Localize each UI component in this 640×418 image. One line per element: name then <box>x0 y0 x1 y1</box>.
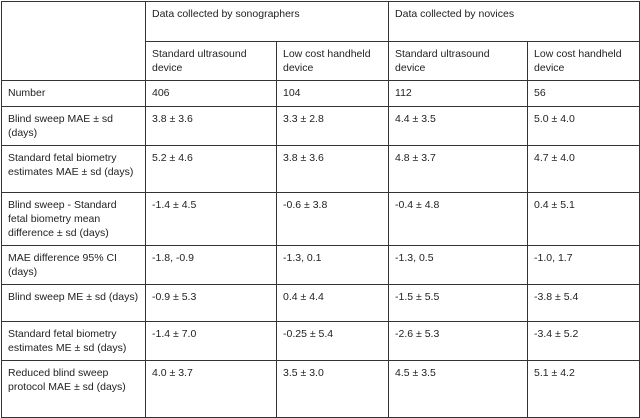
row-label: MAE difference 95% CI (days) <box>1 245 146 285</box>
table-row: Number 406 104 112 56 <box>1 80 640 107</box>
table-cell: -1.5 ± 5.5 <box>388 284 529 322</box>
corner-cell <box>1 1 146 81</box>
table-cell: -0.9 ± 5.3 <box>145 284 277 322</box>
table-cell: -0.25 ± 5.4 <box>275 321 390 361</box>
row-label: Standard fetal biometry estimates MAE ± … <box>1 145 146 193</box>
table-row: Blind sweep MAE ± sd (days) 3.8 ± 3.6 3.3 … <box>1 106 640 146</box>
device-header: Low cost handheld device <box>527 41 640 81</box>
table-cell: 5.2 ± 4.6 <box>145 145 277 193</box>
table-cell: 4.5 ± 3.5 <box>388 360 529 418</box>
row-label: Blind sweep ME ± sd (days) <box>1 284 146 322</box>
table-cell: 4.8 ± 3.7 <box>388 145 529 193</box>
table-cell: 112 <box>388 80 529 107</box>
table-cell: -0.4 ± 4.8 <box>388 192 529 246</box>
table-cell: -1.4 ± 7.0 <box>145 321 277 361</box>
table-cell: -1.3, 0.5 <box>388 245 529 285</box>
table-cell: 0.4 ± 5.1 <box>527 192 640 246</box>
table-cell: 4.0 ± 3.7 <box>145 360 277 418</box>
table-cell: 3.8 ± 3.6 <box>275 145 390 193</box>
table-row: Standard fetal biometry estimates MAE ± … <box>1 145 640 193</box>
device-header: Standard ultrasound device <box>388 41 529 81</box>
table-row: Blind sweep ME ± sd (days) -0.9 ± 5.3 0.4 … <box>1 284 640 322</box>
table-cell: 56 <box>527 80 640 107</box>
header-row-groups: Data collected by sonographers Data coll… <box>1 1 640 81</box>
table-cell: 5.1 ± 4.2 <box>527 360 640 418</box>
table-cell: -3.4 ± 5.2 <box>527 321 640 361</box>
table-cell: 3.5 ± 3.0 <box>275 360 390 418</box>
table-cell: 5.0 ± 4.0 <box>527 106 640 146</box>
table-cell: -2.6 ± 5.3 <box>388 321 529 361</box>
table-cell: 3.8 ± 3.6 <box>145 106 277 146</box>
table-cell: -0.6 ± 3.8 <box>275 192 390 246</box>
table-cell: -1.8, -0.9 <box>145 245 277 285</box>
table-cell: 3.3 ± 2.8 <box>275 106 390 146</box>
table-cell: -3.8 ± 5.4 <box>527 284 640 322</box>
table-cell: -1.3, 0.1 <box>275 245 390 285</box>
row-label: Blind sweep - Standard fetal biometry me… <box>1 192 146 246</box>
device-header: Low cost handheld device <box>275 41 390 81</box>
table-row: Reduced blind sweep protocol MAE ± sd (d… <box>1 360 640 418</box>
group-header-novices: Data collected by novices <box>388 1 640 42</box>
table-cell: 4.7 ± 4.0 <box>527 145 640 193</box>
table-cell: 0.4 ± 4.4 <box>275 284 390 322</box>
group-header-sonographers: Data collected by sonographers <box>144 1 390 42</box>
row-label: Standard fetal biometry estimates ME ± s… <box>1 321 146 361</box>
row-label: Reduced blind sweep protocol MAE ± sd (d… <box>1 360 146 418</box>
table-cell: -1.4 ± 4.5 <box>145 192 277 246</box>
table-row: Blind sweep - Standard fetal biometry me… <box>1 192 640 246</box>
table-row: MAE difference 95% CI (days) -1.8, -0.9 -1… <box>1 245 640 285</box>
table-row: Standard fetal biometry estimates ME ± s… <box>1 321 640 361</box>
table-cell: 4.4 ± 3.5 <box>388 106 529 146</box>
row-label: Number <box>1 80 146 107</box>
table-cell: 406 <box>145 80 277 107</box>
header-row-devices: Standard ultrasound device Low cost hand… <box>2 41 640 81</box>
row-label: Blind sweep MAE ± sd (days) <box>1 106 146 146</box>
table-cell: -1.0, 1.7 <box>527 245 640 285</box>
table-cell: 104 <box>275 80 390 107</box>
device-header: Standard ultrasound device <box>145 41 277 81</box>
